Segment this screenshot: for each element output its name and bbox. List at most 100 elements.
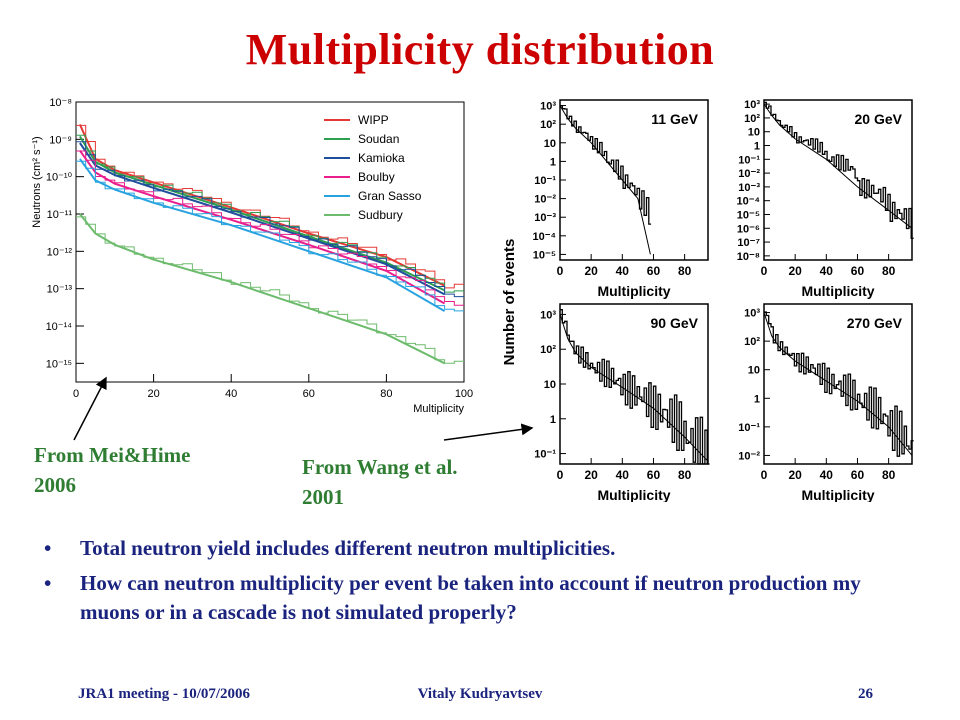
x-tick-label: 20 [584, 468, 598, 482]
x-tick-label: 20 [788, 264, 802, 278]
panel-fit-line [559, 105, 651, 255]
series-line-sudbury [79, 213, 446, 365]
y-tick-label: 10⁻⁵ [533, 249, 556, 261]
bullet-text: Total neutron yield includes different n… [80, 536, 616, 560]
y-tick-label: 1 [550, 414, 556, 426]
panel-fit-line [763, 312, 913, 456]
y-tick-label: 10⁻¹² [47, 246, 73, 258]
y-tick-label: 10⁻⁴ [737, 196, 760, 208]
x-tick-label: 80 [678, 264, 692, 278]
x-tick-label: 40 [225, 388, 237, 400]
x-tick-label: 20 [584, 264, 598, 278]
y-tick-label: 10³ [540, 101, 556, 113]
x-tick-label: 60 [303, 388, 315, 400]
panel-label: 20 GeV [855, 111, 903, 127]
legend-label: Gran Sasso [358, 189, 422, 203]
source-wang-line2: 2001 [302, 485, 344, 509]
source-mei-hime-line2: 2006 [34, 473, 76, 497]
source-mei-hime-line1: From Mei&Hime [34, 443, 191, 467]
y-tick-label: 10⁻⁷ [737, 237, 760, 249]
y-tick-label: 10⁻¹⁵ [46, 358, 72, 370]
y-tick-label: 10⁻¹ [534, 175, 556, 187]
x-tick-label: 0 [73, 388, 79, 400]
x-tick-label: 60 [647, 264, 661, 278]
y-tick-label: 10⁻³ [738, 182, 760, 194]
y-tick-label: 10⁻¹ [534, 449, 556, 461]
y-axis-label: Number of events [501, 239, 518, 366]
y-tick-label: 10 [748, 365, 760, 377]
legend-label: Boulby [358, 170, 395, 184]
x-tick-label: 0 [557, 468, 564, 482]
x-tick-label: 80 [678, 468, 692, 482]
x-tick-label: 60 [851, 264, 865, 278]
panel-label: 270 GeV [847, 315, 903, 331]
y-tick-label: 10 [748, 127, 760, 139]
y-tick-label: 10⁻¹ [738, 422, 760, 434]
y-axis-label: Neutrons (cm² s⁻¹) [31, 136, 43, 227]
y-tick-label: 1 [754, 393, 760, 405]
panel-histogram [764, 311, 914, 457]
neutron-multiplicity-chart: 10⁻⁸ 10⁻⁹ 10⁻¹⁰ 10⁻¹¹ 10⁻¹² 10⁻¹³ 10⁻¹⁴ 10⁻¹⁵ 0 2… [31, 97, 473, 415]
y-tick-label: 10⁻¹⁰ [46, 172, 73, 184]
x-tick-label: 60 [851, 468, 865, 482]
y-tick-label: 10³ [744, 308, 760, 320]
x-tick-label: 0 [557, 264, 564, 278]
y-tick-label: 10 [544, 138, 556, 150]
x-tick-label: 80 [882, 468, 896, 482]
panel-20-gev: 20 GeV 10³ 10² 10 110⁻¹ 10⁻² 10⁻³ 10⁻⁴10⁻⁵ 10⁻⁶ 1… [737, 99, 914, 299]
panel-label: 90 GeV [651, 315, 699, 331]
y-tick-label: 10³ [540, 309, 556, 321]
panel-frame [559, 99, 709, 261]
x-tick-label: 80 [882, 264, 896, 278]
legend-label: Sudbury [358, 208, 403, 222]
y-tick-label: 10⁻⁵ [737, 209, 760, 221]
y-tick-label: 10³ [744, 99, 760, 111]
x-tick-label: 80 [380, 388, 392, 400]
legend-label: Soudan [358, 132, 399, 146]
y-tick-label: 10⁻³ [534, 212, 556, 224]
y-tick-label: 10⁻¹³ [47, 284, 73, 296]
arrow-to-mei-chart [73, 376, 107, 441]
y-tick-label: 10² [540, 344, 556, 356]
legend-label: Kamioka [358, 151, 405, 165]
y-tick-label: 10² [744, 336, 760, 348]
y-tick-label: 10² [540, 119, 556, 131]
panel-histogram [560, 309, 710, 465]
x-axis-label: Multiplicity [801, 487, 874, 502]
x-tick-label: 20 [147, 388, 159, 400]
source-wang-line1: From Wang et al. [302, 455, 458, 479]
panel-label: 11 GeV [651, 111, 698, 127]
panel-fit-line [559, 314, 709, 462]
x-axis-label: Multiplicity [801, 283, 874, 299]
y-tick-label: 10⁻² [534, 194, 556, 206]
legend-label: WIPP [358, 113, 389, 127]
y-tick-label: 1 [550, 156, 556, 168]
y-tick-label: 10 [544, 379, 556, 391]
panel-frame [763, 99, 913, 261]
series-line-gran-sasso [79, 158, 446, 312]
bullet-list: • Total neutron yield includes different … [44, 534, 924, 633]
panel-fit-line [763, 103, 913, 229]
panel-270-gev: 270 GeV 10³ 10² 10 1 10⁻¹ 10⁻²0 20 40 60 80 Multipl… [738, 303, 914, 502]
panel-frame [763, 303, 913, 465]
slide-title: Multiplicity distribution [245, 25, 715, 74]
y-tick-label: 10⁻⁸ [49, 97, 72, 109]
y-tick-label: 10⁻⁴ [533, 231, 556, 243]
y-tick-label: 10⁻⁶ [737, 223, 760, 235]
x-tick-label: 40 [616, 264, 630, 278]
x-axis-label: Multiplicity [597, 487, 670, 502]
y-tick-label: 10² [744, 113, 760, 125]
footer-page-number: 26 [858, 686, 873, 702]
panel-histogram [764, 101, 914, 239]
x-tick-label: 60 [647, 468, 661, 482]
y-tick-label: 10⁻⁸ [737, 251, 760, 263]
panel-11-gev: 11 GeV 10³ 10² 10 1 10⁻¹ 10⁻² 10⁻³ 10⁻⁴ 10⁻⁵0 20 40… [533, 99, 709, 299]
y-tick-label: 10⁻² [738, 168, 760, 180]
x-tick-label: 100 [455, 388, 473, 400]
source-mei-hime: From Mei&Hime 2006 [34, 440, 190, 500]
bullet-item: • Total neutron yield includes different … [44, 536, 616, 560]
y-tick-label: 10⁻¹⁴ [46, 321, 73, 333]
y-tick-label: 10⁻² [738, 450, 760, 462]
y-tick-label: 1 [754, 141, 760, 153]
